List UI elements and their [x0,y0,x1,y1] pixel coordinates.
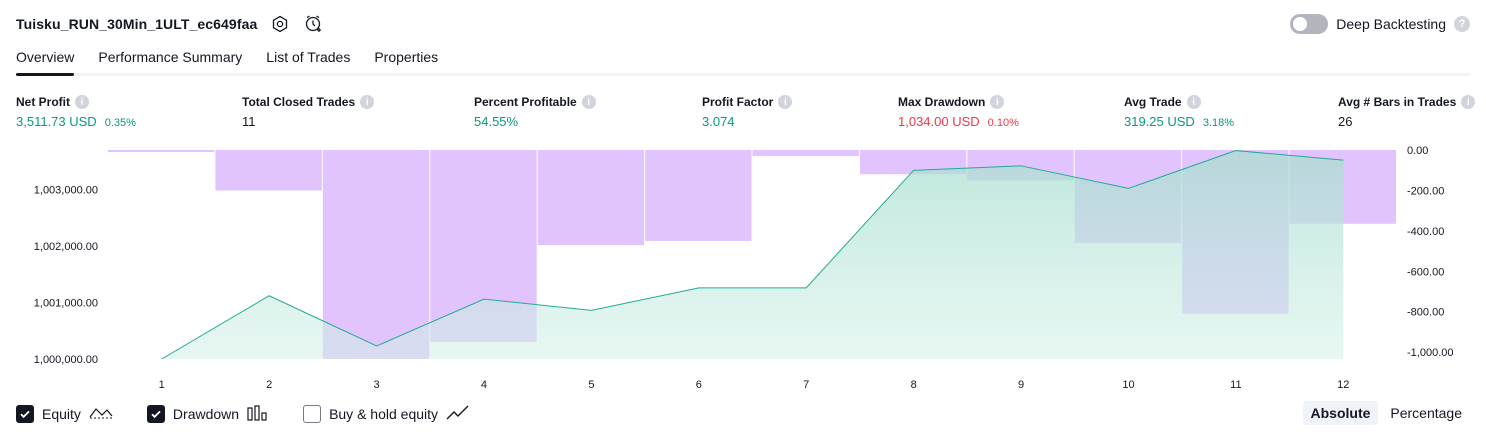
drawdown-bar [645,150,751,241]
metric-label: Avg # Bars in Trades [1338,95,1456,109]
buy-hold-checkbox[interactable] [303,405,321,423]
buy-hold-line-icon [446,405,470,424]
metric-net-profit: Net Profit i 3,511.73 USD 0.35% [16,94,136,129]
metric-percent-profitable: Percent Profitable i 54.55% [474,94,596,129]
metric-label: Net Profit [16,95,70,109]
help-icon[interactable]: ? [1454,16,1470,32]
percentage-button[interactable]: Percentage [1382,401,1470,425]
metric-label: Percent Profitable [474,95,577,109]
x-axis-tick-label: 4 [481,379,487,391]
absolute-button[interactable]: Absolute [1303,401,1379,425]
metric-label: Max Drawdown [898,95,985,109]
right-axis-tick-label: -400.00 [1407,226,1444,238]
metric-value: 54.55% [474,114,518,129]
right-axis-tick-label: -800.00 [1407,307,1444,319]
drawdown-bar [753,150,859,156]
legend-label: Buy & hold equity [329,406,438,422]
metric-value: 3,511.73 USD [16,114,97,129]
equity-line-icon [89,405,113,424]
x-axis-tick-label: 6 [696,379,702,391]
settings-gear-icon[interactable] [269,13,291,35]
legend-equity[interactable]: Equity [16,405,113,424]
x-axis-tick-label: 2 [266,379,272,391]
metric-percent: 0.10% [988,117,1019,129]
deep-backtesting-label: Deep Backtesting [1336,16,1446,32]
legend-buy-hold-equity[interactable]: Buy & hold equity [303,405,470,424]
right-axis-tick-label: -200.00 [1407,185,1444,197]
metrics-row: Net Profit i 3,511.73 USD 0.35% Total Clos… [0,94,1486,134]
drawdown-bar [538,150,644,245]
chart-legend: Equity Drawdown Buy & hold equity [16,403,504,425]
x-axis-tick-label: 9 [1018,379,1024,391]
info-icon[interactable]: i [75,95,89,109]
right-axis-tick-label: 0.00 [1407,145,1428,157]
info-icon[interactable]: i [582,95,596,109]
tab-performance-summary[interactable]: Performance Summary [98,46,242,76]
tab-properties[interactable]: Properties [374,46,438,76]
metric-profit-factor: Profit Factor i 3.074 [702,94,792,129]
metric-percent: 3.18% [1203,117,1234,129]
tab-bar: Overview Performance Summary List of Tra… [16,46,438,76]
left-axis-tick-label: 1,003,000.00 [34,185,98,197]
left-axis-tick-label: 1,001,000.00 [34,298,98,310]
legend-drawdown[interactable]: Drawdown [147,405,269,424]
metric-avg-trade: Avg Trade i 319.25 USD 3.18% [1124,94,1234,129]
legend-label: Equity [42,406,81,422]
drawdown-bar [215,150,321,190]
x-axis-tick-label: 3 [373,379,379,391]
tab-overview[interactable]: Overview [16,46,74,76]
metric-label: Avg Trade [1124,95,1182,109]
tab-list-of-trades[interactable]: List of Trades [266,46,350,76]
right-axis-tick-label: -1,000.00 [1407,347,1453,359]
info-icon[interactable]: i [778,95,792,109]
info-icon[interactable]: i [990,95,1004,109]
strategy-name: Tuisku_RUN_30Min_1ULT_ec649faa [16,16,257,32]
deep-backtesting-toggle[interactable] [1290,14,1328,34]
metric-label: Total Closed Trades [242,95,355,109]
x-axis-tick-label: 7 [803,379,809,391]
metric-avg-bars-in-trades: Avg # Bars in Trades i 26 [1338,94,1475,129]
metric-value: 319.25 USD [1124,114,1195,129]
add-alert-clock-icon[interactable] [303,13,325,35]
info-icon[interactable]: i [1187,95,1201,109]
drawdown-bar [108,150,214,152]
x-axis-tick-label: 12 [1337,379,1349,391]
metric-percent: 0.35% [105,117,136,129]
metric-label: Profit Factor [702,95,773,109]
legend-label: Drawdown [173,406,239,422]
left-axis-tick-label: 1,002,000.00 [34,241,98,253]
info-icon[interactable]: i [360,95,374,109]
metric-value: 3.074 [702,114,735,129]
metric-total-closed-trades: Total Closed Trades i 11 [242,94,374,129]
metric-value: 26 [1338,114,1352,129]
metric-value: 1,034.00 USD [898,114,980,129]
metric-value: 11 [242,114,256,129]
info-icon[interactable]: i [1461,95,1475,109]
equity-drawdown-chart: 1,000,000.00 1,001,000.00 1,002,000.00 1,00… [0,138,1486,396]
display-mode-switch: Absolute Percentage [1303,401,1471,425]
x-axis-tick-label: 10 [1122,379,1134,391]
strategy-header: Tuisku_RUN_30Min_1ULT_ec649faa [16,12,325,36]
drawdown-bar [323,150,429,359]
drawdown-checkbox[interactable] [147,405,165,423]
x-axis-tick-label: 5 [588,379,594,391]
drawdown-bars-icon [247,405,269,424]
equity-checkbox[interactable] [16,405,34,423]
metric-max-drawdown: Max Drawdown i 1,034.00 USD 0.10% [898,94,1019,129]
deep-backtesting: Deep Backtesting ? [1290,12,1470,36]
x-axis-tick-label: 8 [911,379,917,391]
x-axis-tick-label: 11 [1230,379,1241,391]
left-axis-tick-label: 1,000,000.00 [34,354,98,366]
right-axis-tick-label: -600.00 [1407,266,1444,278]
x-axis-tick-label: 1 [159,379,165,391]
